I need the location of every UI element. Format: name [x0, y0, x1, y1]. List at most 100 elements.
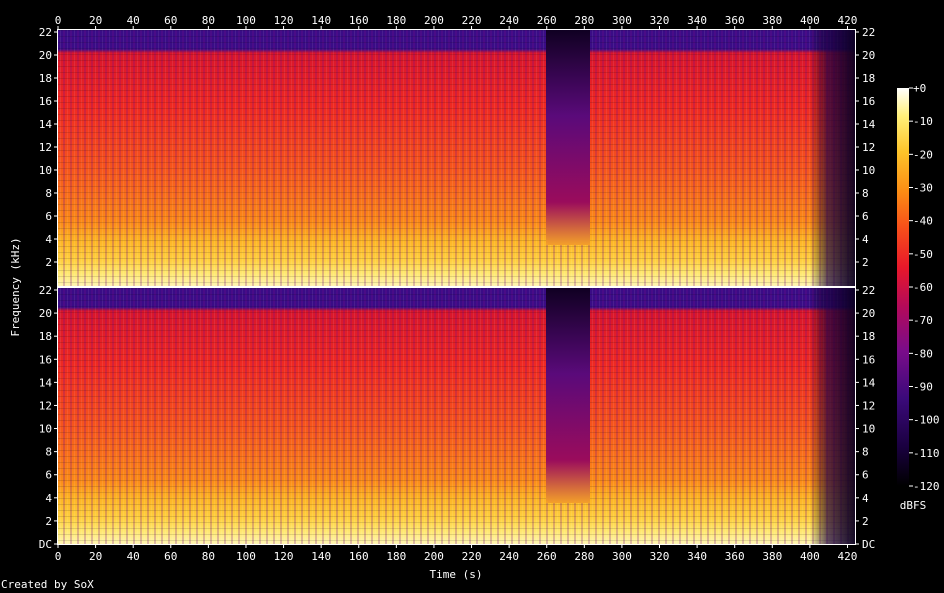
y-tick-label-left-channel-1: 18 — [39, 72, 52, 85]
colorbar-gradient — [897, 88, 909, 486]
y-tick-label-right-channel-1: 8 — [862, 187, 869, 200]
x-tick-label-bottom: 340 — [687, 550, 707, 563]
x-tick-label-bottom: 160 — [349, 550, 369, 563]
colorbar-tick-label: -110 — [913, 447, 940, 460]
x-tick-label-top: 20 — [89, 14, 102, 27]
y-tick-label-right-channel-2: 18 — [862, 330, 875, 343]
colorbar-ticks: +0 -10 -20 -30 -40 -50 -60 -70 -80 -90 -100 -110 -12… — [909, 82, 940, 493]
y-tick-label-left-channel-1: 22 — [39, 26, 52, 39]
y-tick-label-right-channel-2: 10 — [862, 423, 875, 436]
x-tick-label-bottom: 300 — [612, 550, 632, 563]
y-axis-label: Frequency (kHz) — [9, 237, 22, 336]
spectrogram-channel-2 — [58, 288, 855, 544]
y-tick-label-right-channel-1: 12 — [862, 141, 875, 154]
x-tick-label-top: 400 — [800, 14, 820, 27]
x-tick-label-top: 80 — [202, 14, 215, 27]
x-tick-label-bottom: 260 — [537, 550, 557, 563]
x-tick-label-bottom: 280 — [574, 550, 594, 563]
y-tick-label-right-channel-2: DC — [862, 538, 875, 551]
y-tick-label-right-channel-1: 14 — [862, 118, 876, 131]
y-tick-label-right-channel-2: 8 — [862, 446, 869, 459]
colorbar-tick-label: +0 — [913, 82, 926, 95]
credit-text: Created by SoX — [1, 578, 94, 591]
x-tick-label-top: 260 — [537, 14, 557, 27]
x-tick-label-bottom: 80 — [202, 550, 215, 563]
x-tick-label-bottom: 120 — [274, 550, 294, 563]
y-tick-label-right-channel-1: 20 — [862, 49, 875, 62]
colorbar-tick-label: -120 — [913, 480, 940, 493]
x-axis-label: Time (s) — [430, 568, 483, 581]
axes: 0 0 20 20 40 40 60 60 80 80 100 100 120 120 140 140 160 1… — [39, 14, 876, 563]
x-tick-label-bottom: 40 — [127, 550, 140, 563]
y-tick-label-left-channel-2: 6 — [45, 469, 52, 482]
x-tick-label-bottom: 20 — [89, 550, 102, 563]
y-tick-label-right-channel-2: 12 — [862, 399, 875, 412]
x-tick-label-bottom: 200 — [424, 550, 444, 563]
colorbar: +0 -10 -20 -30 -40 -50 -60 -70 -80 -90 -100 -110 -12… — [897, 82, 940, 512]
x-tick-label-bottom: 100 — [236, 550, 256, 563]
y-tick-label-right-channel-1: 16 — [862, 95, 875, 108]
x-tick-label-bottom: 140 — [311, 550, 331, 563]
y-tick-label-left-channel-1: 16 — [39, 95, 52, 108]
colorbar-tick-label: -20 — [913, 148, 933, 161]
y-tick-label-left-channel-2: DC — [39, 538, 52, 551]
x-tick-label-top: 320 — [650, 14, 670, 27]
y-tick-label-left-channel-2: 22 — [39, 284, 52, 297]
channel-1-fade-out — [810, 30, 855, 286]
y-tick-label-left-channel-2: 10 — [39, 423, 52, 436]
colorbar-tick-label: -50 — [913, 248, 933, 261]
y-tick-label-left-channel-1: 8 — [45, 187, 52, 200]
x-tick-label-top: 0 — [55, 14, 62, 27]
colorbar-tick-label: -40 — [913, 215, 933, 228]
y-tick-label-right-channel-2: 6 — [862, 469, 869, 482]
y-tick-label-left-channel-1: 20 — [39, 49, 52, 62]
colorbar-tick-label: -90 — [913, 381, 933, 394]
x-tick-label-top: 280 — [574, 14, 594, 27]
x-tick-label-top: 180 — [386, 14, 406, 27]
y-tick-label-left-channel-1: 4 — [45, 233, 52, 246]
y-tick-label-left-channel-2: 14 — [39, 376, 53, 389]
y-tick-label-left-channel-2: 18 — [39, 330, 52, 343]
colorbar-tick-label: -70 — [913, 314, 933, 327]
y-tick-label-right-channel-1: 6 — [862, 210, 869, 223]
x-tick-label-top: 140 — [311, 14, 331, 27]
x-tick-label-top: 340 — [687, 14, 707, 27]
colorbar-tick-label: -100 — [913, 414, 940, 427]
y-tick-label-left-channel-2: 16 — [39, 353, 52, 366]
y-tick-label-left-channel-1: 12 — [39, 141, 52, 154]
y-tick-label-left-channel-2: 4 — [45, 492, 52, 505]
y-tick-label-left-channel-2: 2 — [45, 515, 52, 528]
colorbar-tick-label: -10 — [913, 115, 933, 128]
x-tick-label-bottom: 420 — [838, 550, 858, 563]
x-tick-label-bottom: 240 — [499, 550, 519, 563]
channel-2-fade-out — [810, 288, 855, 544]
y-tick-label-right-channel-1: 22 — [862, 26, 875, 39]
colorbar-tick-label: -30 — [913, 182, 933, 195]
colorbar-tick-label: -60 — [913, 281, 933, 294]
x-tick-label-top: 420 — [838, 14, 858, 27]
x-tick-label-top: 240 — [499, 14, 519, 27]
x-tick-label-top: 60 — [164, 14, 177, 27]
y-tick-label-left-channel-2: 20 — [39, 307, 52, 320]
x-tick-label-top: 160 — [349, 14, 369, 27]
y-tick-label-left-channel-2: 8 — [45, 446, 52, 459]
colorbar-tick-label: -80 — [913, 347, 933, 360]
x-tick-label-top: 220 — [462, 14, 482, 27]
x-tick-label-top: 360 — [725, 14, 745, 27]
x-tick-label-bottom: 360 — [725, 550, 745, 563]
y-tick-label-right-channel-2: 16 — [862, 353, 875, 366]
x-tick-label-bottom: 400 — [800, 550, 820, 563]
colorbar-label: dBFS — [900, 499, 927, 512]
x-tick-label-top: 200 — [424, 14, 444, 27]
y-tick-label-right-channel-2: 20 — [862, 307, 875, 320]
y-tick-label-left-channel-1: 10 — [39, 164, 52, 177]
channel-1-hlines — [58, 30, 855, 286]
x-tick-label-bottom: 60 — [164, 550, 177, 563]
x-tick-label-bottom: 180 — [386, 550, 406, 563]
x-tick-label-top: 120 — [274, 14, 294, 27]
x-tick-label-bottom: 0 — [55, 550, 62, 563]
y-tick-label-right-channel-2: 14 — [862, 376, 876, 389]
channel-2-quiet-section — [546, 288, 590, 503]
y-tick-label-left-channel-1: 2 — [45, 256, 52, 269]
